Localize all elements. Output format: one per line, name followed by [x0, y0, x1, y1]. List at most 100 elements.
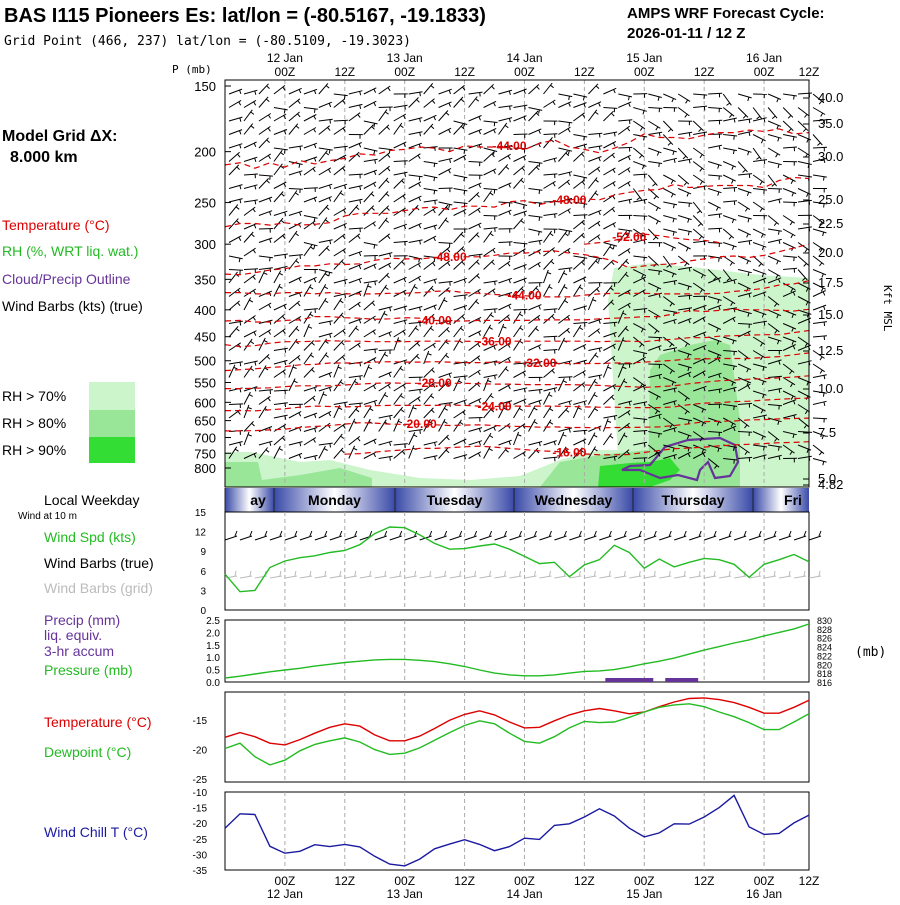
- wind-barb-flag: [704, 241, 705, 245]
- surface-barb-true-flag: [699, 531, 701, 536]
- wind-barb-flag: [764, 160, 765, 164]
- bottom-hour-label: 00Z: [275, 874, 296, 888]
- surface-barb-true: [779, 536, 791, 540]
- legend-wind: Wind Barbs (kts) (true): [2, 298, 143, 314]
- surface-barb-true: [809, 536, 821, 540]
- surface-barb-grid: [465, 576, 477, 578]
- surface-barb-true: [749, 536, 761, 540]
- local-weekday-label: Local Weekday: [44, 492, 139, 508]
- accum-legend: 3-hr accum: [44, 643, 114, 659]
- top-date-label: 16 Jan: [746, 51, 782, 65]
- wind-barb-flag: [434, 177, 435, 181]
- surface-barb-true-flag: [445, 531, 447, 536]
- wind-barb: [499, 242, 513, 243]
- wind-barb: [708, 243, 722, 244]
- wind-barb-flag: [749, 119, 750, 123]
- surface-barb-true-flag: [505, 531, 507, 536]
- surface-barb-grid: [375, 576, 387, 578]
- surface-barb-grid: [764, 576, 776, 578]
- isotherm-label: -52.00: [612, 230, 646, 244]
- surface-barb-true: [345, 536, 357, 540]
- wind-barb-flag: [360, 376, 361, 380]
- wind-barb-flag: [734, 136, 735, 140]
- top-date-label: 15 Jan: [626, 51, 662, 65]
- wind-barb: [813, 336, 827, 337]
- surface-barb-grid-flag: [340, 571, 341, 576]
- surface-barb-true-flag: [579, 531, 581, 536]
- wind-barb: [304, 188, 318, 189]
- legend-rh: RH (%, WRT liq. wat.): [2, 243, 138, 259]
- wind-barb-flag: [270, 257, 271, 261]
- surface-barb-true: [240, 536, 252, 540]
- height-tick: 4.82: [818, 477, 843, 492]
- top-date-label: 13 Jan: [387, 51, 423, 65]
- surface-barb-true: [465, 536, 477, 540]
- surface-barb-grid: [779, 576, 791, 578]
- surface-barb-true: [435, 536, 447, 540]
- bottom-hour-label: 12Z: [799, 874, 820, 888]
- wind-barb: [813, 135, 822, 146]
- surface-barb-grid-flag: [490, 571, 491, 576]
- wind-barb-flag: [464, 150, 465, 154]
- wind-barb: [484, 216, 498, 217]
- surface-barb-grid: [734, 576, 746, 578]
- wind-barb: [813, 418, 827, 419]
- wind-barb: [289, 189, 303, 190]
- wind-barb: [379, 107, 393, 108]
- legend-temperature: Temperature (°C): [2, 217, 110, 233]
- surface-barb-true-flag: [609, 531, 611, 536]
- surface-barb-true-flag: [490, 531, 492, 536]
- cycle-value: 2026-01-11 / 12 Z: [627, 25, 745, 42]
- wind-barb-flag: [644, 137, 645, 141]
- wind-barb-flag: [495, 375, 496, 379]
- surface-barb-true: [480, 536, 492, 540]
- surface-barb-grid-flag: [280, 571, 281, 576]
- weekday-label: Wednesday: [535, 492, 613, 508]
- wind-barb: [813, 445, 824, 454]
- surface-barb-true-flag: [714, 531, 716, 536]
- wind-barb: [813, 147, 827, 148]
- surface-barb-grid: [659, 576, 671, 578]
- wind-barb-flag: [525, 106, 526, 110]
- surface-barb-true-flag: [639, 531, 641, 536]
- surface-barb-grid-flag: [729, 571, 730, 576]
- surface-barb-grid: [539, 576, 551, 578]
- precip-tick: 0.0: [206, 678, 220, 689]
- wind-barb: [514, 309, 528, 310]
- wind-barb-flag: [375, 281, 376, 285]
- wind-barb-flag: [329, 150, 330, 154]
- wind-barb-flag: [539, 163, 540, 167]
- surface-barb-grid: [330, 576, 342, 578]
- surface-barb-grid: [674, 576, 686, 578]
- rh70-swatch: [89, 382, 135, 410]
- surface-barb-true-flag: [759, 531, 761, 536]
- surface-barb-true: [689, 536, 701, 540]
- wind-barb-flag: [390, 457, 391, 461]
- wind-barb: [259, 229, 273, 230]
- surface-barb-grid: [524, 576, 536, 578]
- surface-barb-grid: [510, 576, 522, 578]
- surface-barb-grid-flag: [475, 571, 476, 576]
- wind-barb-flag: [823, 292, 825, 296]
- surface-barb-true: [734, 536, 746, 540]
- wind-barb-flag: [584, 137, 585, 141]
- top-hour-label: 00Z: [754, 65, 775, 79]
- pressure-tick: 450: [194, 330, 216, 345]
- isotherm-label: -40.00: [418, 313, 452, 327]
- windchill-tick: -20: [193, 819, 208, 830]
- wind-barb-flag: [659, 163, 660, 167]
- wind-barb-flag: [419, 176, 420, 180]
- pressure-tick: 650: [194, 414, 216, 429]
- wind-barb-flag: [659, 133, 660, 137]
- surface-barb-true-flag: [534, 531, 536, 536]
- surface-barb-true-flag: [325, 531, 327, 536]
- pressure-axis-title: P (mb): [172, 63, 212, 76]
- precip-tick: 0.5: [206, 666, 220, 677]
- precip-tick: 2.0: [206, 628, 220, 639]
- wind-panel-content: [225, 527, 821, 592]
- isotherm-label: -36.00: [478, 335, 512, 349]
- surface-barb-grid: [719, 576, 731, 578]
- main-title: BAS I115 Pioneers Es: lat/lon = (-80.516…: [4, 5, 486, 27]
- surface-barb-true-flag: [310, 531, 312, 536]
